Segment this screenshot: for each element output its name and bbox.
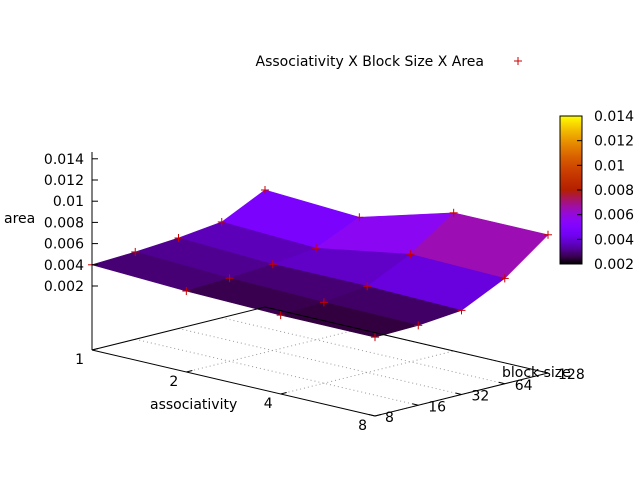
x-axis-label: associativity	[150, 397, 237, 413]
x-tick	[280, 392, 287, 395]
data-point	[276, 311, 285, 320]
data-point	[261, 186, 269, 194]
data-point	[363, 282, 372, 291]
x-tick-label: 8	[358, 418, 367, 434]
y-tick-label: 64	[515, 378, 533, 394]
y-tick-label: 16	[428, 399, 446, 415]
surface-layer	[90, 189, 549, 338]
data-point	[268, 260, 277, 269]
z-tick-label: 0.014	[44, 152, 84, 168]
legend-label: Associativity X Block Size X Area	[256, 54, 484, 70]
floor-gridline	[221, 317, 505, 385]
colorbar-tick-label: 0.004	[594, 232, 634, 248]
x-tick	[374, 414, 382, 417]
data-point	[355, 213, 364, 222]
y-tick	[455, 392, 462, 395]
legend	[514, 57, 522, 65]
x-tick-label: 4	[264, 396, 273, 412]
y-tick	[412, 403, 419, 406]
floor-gridline	[178, 328, 462, 395]
z-tick-label: 0.008	[44, 215, 84, 231]
data-point	[182, 287, 191, 296]
axis-layer: 1 2 4 8 8 16 32 64 128 0.002 0.004 0.006 0.008 0.01 0.…	[44, 152, 585, 434]
data-point	[174, 234, 183, 242]
data-point	[371, 333, 379, 342]
x-tick-label: 2	[169, 374, 178, 390]
data-point	[544, 230, 552, 239]
colorbar: 0.014 0.012 0.01 0.008 0.006 0.004 0.002	[559, 109, 634, 273]
x-tick	[91, 348, 99, 351]
z-tick-label: 0.002	[44, 279, 84, 295]
data-point	[225, 274, 234, 283]
z-tick-label: 0.006	[44, 237, 84, 253]
z-tick-label: 0.004	[44, 258, 84, 274]
colorbar-tick-label: 0.006	[594, 208, 634, 224]
colorbar-tick-label: 0.014	[594, 109, 634, 125]
floor-edge	[264, 306, 549, 374]
y-tick-label: 32	[472, 389, 490, 405]
colorbar-tick-label: 0.008	[594, 183, 634, 199]
data-point	[217, 217, 226, 226]
y-tick-label: 8	[385, 410, 394, 426]
y-axis-label: block size	[502, 365, 571, 381]
colorbar-tick-label: 0.01	[594, 158, 625, 174]
y-tick	[541, 371, 549, 374]
y-tick	[498, 381, 505, 385]
data-point	[131, 247, 140, 256]
floor-gridline	[186, 328, 360, 373]
data-point	[449, 208, 458, 217]
data-point	[319, 298, 328, 307]
z-tick-label: 0.012	[44, 173, 84, 189]
x-tick	[186, 370, 193, 373]
colorbar-tick-label: 0.002	[594, 257, 634, 273]
x-axis-line	[91, 349, 376, 417]
data-point	[406, 250, 415, 259]
data-point	[457, 306, 466, 315]
floor-gridline	[135, 338, 419, 406]
colorbar-tick-label: 0.012	[594, 134, 634, 150]
z-axis-label: area	[4, 211, 35, 227]
y-tick-label: 128	[558, 367, 585, 383]
y-tick	[368, 414, 376, 417]
data-point	[414, 321, 423, 330]
z-tick-label: 0.01	[53, 194, 84, 210]
labels-layer: Associativity X Block Size X Area area a…	[4, 54, 571, 413]
x-tick-label: 1	[75, 352, 84, 368]
y-axis-back-line	[91, 306, 266, 351]
data-point	[312, 244, 321, 253]
floor-gridline	[280, 350, 454, 395]
data-point	[500, 274, 509, 283]
